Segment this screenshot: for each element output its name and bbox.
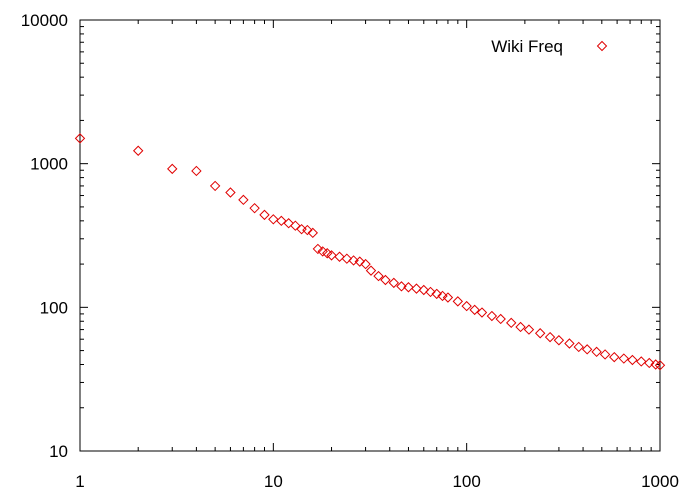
- y-tick-label: 100: [40, 298, 68, 317]
- data-point: [591, 346, 602, 358]
- data-point: [380, 274, 391, 286]
- data-point: [523, 324, 535, 335]
- data-point: [609, 351, 620, 363]
- data-point: [618, 353, 630, 364]
- x-tick-label: 100: [452, 472, 480, 491]
- data-point: [654, 360, 666, 371]
- data-point: [302, 224, 313, 236]
- data-point: [544, 331, 556, 343]
- data-point: [373, 270, 384, 282]
- plot-frame: [79, 19, 661, 452]
- data-point: [461, 300, 472, 312]
- x-tick-label: 1000: [641, 472, 679, 491]
- data-point: [515, 321, 526, 333]
- data-point: [469, 304, 480, 316]
- legend-entry-label: Wiki Freq: [491, 37, 563, 56]
- data-point: [425, 286, 436, 298]
- data-point: [341, 253, 353, 264]
- data-point: [259, 209, 270, 221]
- data-point: [348, 255, 359, 266]
- data-point: [452, 296, 464, 307]
- data-point: [553, 335, 565, 346]
- data-point: [403, 282, 414, 293]
- data-point: [167, 163, 178, 175]
- data-point: [442, 292, 454, 303]
- plot-border: [79, 19, 661, 452]
- y-tick-label: 10: [49, 442, 68, 461]
- x-tick-label: 1: [75, 472, 84, 491]
- data-point: [238, 194, 249, 206]
- data-point: [564, 338, 575, 349]
- data-point: [534, 328, 546, 339]
- data-point: [396, 281, 407, 292]
- data-point: [365, 265, 377, 276]
- y-tick-label: 1000: [30, 155, 68, 174]
- data-point: [283, 218, 294, 229]
- data-point: [322, 248, 333, 259]
- data-point: [209, 180, 221, 192]
- data-point: [411, 283, 422, 294]
- data-point: [249, 202, 260, 214]
- data-point: [636, 356, 647, 367]
- data-point: [418, 284, 429, 296]
- data-point: [290, 220, 301, 231]
- data-point: [74, 133, 86, 144]
- data-point: [360, 258, 371, 270]
- data-point: [627, 354, 638, 366]
- data-point: [431, 288, 442, 300]
- data-point: [486, 310, 498, 322]
- data-point: [599, 349, 611, 360]
- data-point: [268, 214, 279, 225]
- data-point: [225, 187, 236, 198]
- x-tick-label: 10: [264, 472, 283, 491]
- data-point: [573, 341, 584, 353]
- data-point: [132, 145, 144, 156]
- data-point: [506, 317, 517, 329]
- data-point: [644, 357, 655, 369]
- data-point: [276, 215, 287, 227]
- data-point: [388, 277, 400, 289]
- data-point: [476, 307, 488, 318]
- y-axis: 10 100 1000 10000: [21, 11, 660, 461]
- data-point: [581, 344, 593, 355]
- data-point: [495, 313, 506, 325]
- x-axis: 1 10 100 1000: [75, 20, 679, 491]
- legend-diamond-marker: [596, 40, 608, 52]
- data-point: [334, 251, 345, 262]
- data-point: [191, 165, 202, 177]
- data-point: [650, 359, 661, 370]
- data-point: [326, 250, 337, 261]
- series-wiki-freq: [74, 133, 666, 371]
- legend: Wiki Freq: [491, 37, 608, 56]
- data-point: [437, 290, 448, 302]
- data-point: [307, 227, 319, 239]
- y-tick-label: 10000: [21, 11, 68, 30]
- data-point: [312, 243, 324, 255]
- data-point: [354, 256, 365, 267]
